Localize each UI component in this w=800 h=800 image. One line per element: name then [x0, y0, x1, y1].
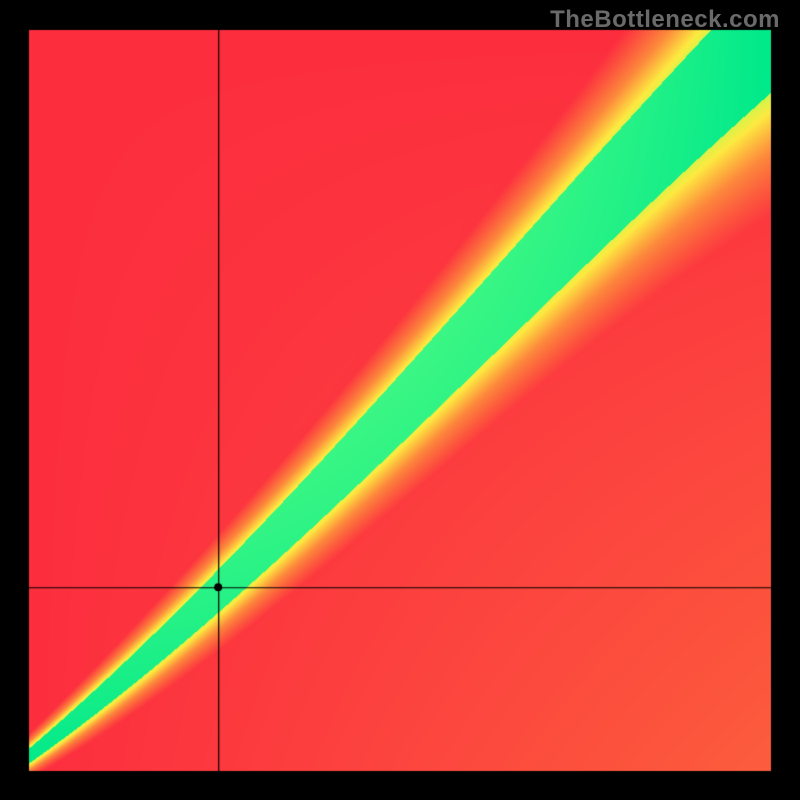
bottleneck-heatmap-canvas	[0, 0, 800, 800]
watermark-text: TheBottleneck.com	[550, 6, 780, 34]
chart-container: TheBottleneck.com	[0, 0, 800, 800]
